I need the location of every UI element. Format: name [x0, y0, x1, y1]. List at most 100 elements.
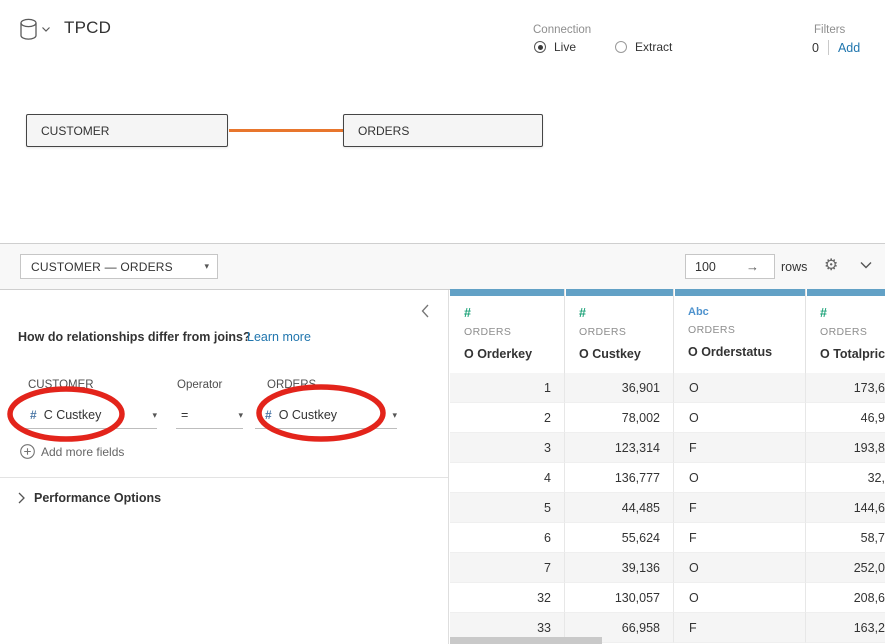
table-row: 32 130,057 O 208,6	[450, 583, 885, 613]
cell-orderkey: 7	[450, 553, 565, 583]
filters-add-link[interactable]: Add	[837, 40, 861, 55]
chevron-down-icon	[42, 27, 50, 32]
column-field-name: O Custkey	[579, 347, 641, 361]
divider-top	[0, 243, 885, 244]
cell-orderkey: 6	[450, 523, 565, 553]
filters-label: Filters	[814, 24, 846, 36]
column-header-o-orderstatus[interactable]: Abc ORDERS O Orderstatus	[674, 289, 806, 373]
number-type-icon: #	[579, 306, 586, 320]
panel-section-divider	[0, 477, 448, 478]
datasource-menu[interactable]	[20, 18, 50, 41]
cell-orderkey: 5	[450, 493, 565, 523]
cell-custkey: 55,624	[565, 523, 674, 553]
collapse-panel-icon[interactable]	[421, 304, 429, 318]
cell-custkey: 123,314	[565, 433, 674, 463]
chevron-down-icon: ▾	[238, 409, 243, 420]
number-field-icon: #	[265, 408, 272, 422]
column-header-o-custkey[interactable]: # ORDERS O Custkey	[565, 289, 674, 373]
apply-rows-arrow-icon[interactable]: →	[746, 259, 759, 274]
table-row: 6 55,624 F 58,7	[450, 523, 885, 553]
chevron-down-icon: ▾	[152, 409, 157, 420]
table-node-orders[interactable]: ORDERS	[343, 114, 543, 147]
learn-more-link[interactable]: Learn more	[247, 330, 311, 344]
rows-input-wrap: →	[685, 254, 775, 279]
operator-dropdown[interactable]: = ▾	[176, 402, 243, 429]
cell-custkey: 44,485	[565, 493, 674, 523]
table-row: 2 78,002 O 46,9	[450, 403, 885, 433]
radio-live-button[interactable]	[534, 41, 546, 53]
column-table-name: ORDERS	[688, 324, 736, 336]
cell-totalprice: 208,6	[806, 583, 885, 613]
cell-totalprice: 252,0	[806, 553, 885, 583]
cell-custkey: 36,901	[565, 373, 674, 403]
radio-extract-button[interactable]	[615, 41, 627, 53]
grid-body: 1 36,901 O 173,6 2 78,002 O 46,9 3 123,3…	[450, 373, 885, 643]
cell-orderstatus: F	[674, 433, 806, 463]
cell-custkey: 39,136	[565, 553, 674, 583]
cell-orderstatus: F	[674, 523, 806, 553]
number-type-icon: #	[464, 306, 471, 320]
column-accent-bar	[675, 289, 805, 296]
cell-orderstatus: O	[674, 373, 806, 403]
cell-totalprice: 58,7	[806, 523, 885, 553]
relationship-dropdown[interactable]: CUSTOMER — ORDERS ▾	[20, 254, 218, 279]
plus-circle-icon	[20, 444, 35, 459]
cell-totalprice: 144,6	[806, 493, 885, 523]
cell-totalprice: 163,2	[806, 613, 885, 643]
cell-orderstatus: O	[674, 463, 806, 493]
radio-extract[interactable]: Extract	[615, 40, 672, 54]
data-preview-grid: # ORDERS O Orderkey # ORDERS O Custkey A…	[450, 289, 885, 644]
cell-totalprice: 173,6	[806, 373, 885, 403]
cell-orderkey: 4	[450, 463, 565, 493]
cell-orderkey: 1	[450, 373, 565, 403]
column-field-name: O Orderkey	[464, 347, 533, 361]
cell-totalprice: 193,8	[806, 433, 885, 463]
cell-custkey: 136,777	[565, 463, 674, 493]
column-field-name: O Totalprice	[820, 347, 885, 361]
right-field-value: O Custkey	[278, 408, 338, 422]
chevron-down-icon: ▾	[204, 261, 209, 271]
operator-column-label: Operator	[177, 379, 223, 391]
cell-orderstatus: O	[674, 553, 806, 583]
column-header-o-totalprice[interactable]: # ORDERS O Totalprice	[806, 289, 885, 373]
cell-custkey: 66,958	[565, 613, 674, 643]
table-node-customer[interactable]: CUSTOMER	[26, 114, 228, 147]
radio-live-label: Live	[554, 40, 577, 54]
left-field-dropdown[interactable]: # C Custkey ▾	[20, 402, 157, 429]
table-row: 1 36,901 O 173,6	[450, 373, 885, 403]
column-field-name: O Orderstatus	[688, 345, 773, 359]
database-icon	[20, 18, 37, 40]
table-row: 3 123,314 F 193,8	[450, 433, 885, 463]
filters-row: 0 Add	[812, 40, 860, 55]
gear-icon[interactable]: ⚙	[824, 257, 839, 274]
horizontal-scrollbar-thumb[interactable]	[450, 637, 602, 644]
performance-options-label: Performance Options	[34, 491, 162, 505]
cell-orderstatus: F	[674, 493, 806, 523]
column-accent-bar	[450, 289, 564, 296]
chevron-right-icon	[18, 492, 25, 504]
right-field-dropdown[interactable]: # O Custkey ▾	[255, 402, 397, 429]
radio-extract-label: Extract	[635, 40, 673, 54]
number-type-icon: #	[820, 306, 827, 320]
connection-label: Connection	[533, 24, 592, 36]
relationship-editor-panel	[0, 290, 448, 644]
cell-orderstatus: O	[674, 583, 806, 613]
table-node-orders-label: ORDERS	[358, 123, 410, 138]
radio-live[interactable]: Live	[534, 40, 576, 54]
cell-orderkey: 32	[450, 583, 565, 613]
string-type-icon: Abc	[688, 306, 709, 318]
rows-count-input[interactable]	[686, 259, 744, 274]
right-table-column-label: ORDERS	[267, 379, 317, 391]
performance-options-toggle[interactable]: Performance Options	[18, 491, 161, 505]
table-row: 4 136,777 O 32,	[450, 463, 885, 493]
cell-orderkey: 2	[450, 403, 565, 433]
cell-custkey: 130,057	[565, 583, 674, 613]
table-node-customer-label: CUSTOMER	[41, 123, 110, 138]
chevron-down-icon[interactable]	[860, 261, 872, 269]
column-header-o-orderkey[interactable]: # ORDERS O Orderkey	[450, 289, 565, 373]
relationship-noodle[interactable]	[229, 128, 343, 132]
filters-count: 0	[812, 40, 819, 55]
filters-separator	[827, 40, 829, 55]
add-more-fields-button[interactable]: Add more fields	[20, 444, 124, 459]
left-table-column-label: CUSTOMER	[28, 379, 94, 391]
